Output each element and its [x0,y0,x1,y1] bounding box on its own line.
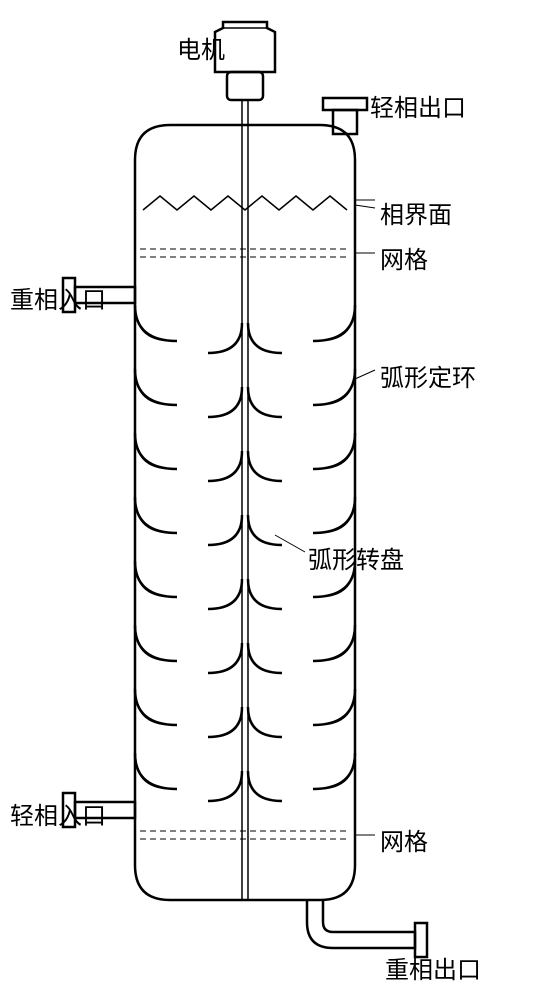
label-heavy-phase-outlet: 重相出口 [385,950,481,985]
label-arc-rotor-disc: 弧形转盘 [308,540,404,575]
label-arc-stator-ring: 弧形定环 [380,358,476,393]
label-phase-interface: 相界面 [380,195,452,230]
label-motor: 电机 [177,30,225,65]
label-light-phase-inlet: 轻相入口 [10,796,106,831]
label-heavy-phase-inlet: 重相入口 [10,280,106,315]
label-grid-bottom: 网格 [380,822,428,857]
label-grid-top: 网格 [380,240,428,275]
label-light-phase-outlet: 轻相出口 [370,88,466,123]
extraction-column-diagram [0,0,547,1000]
